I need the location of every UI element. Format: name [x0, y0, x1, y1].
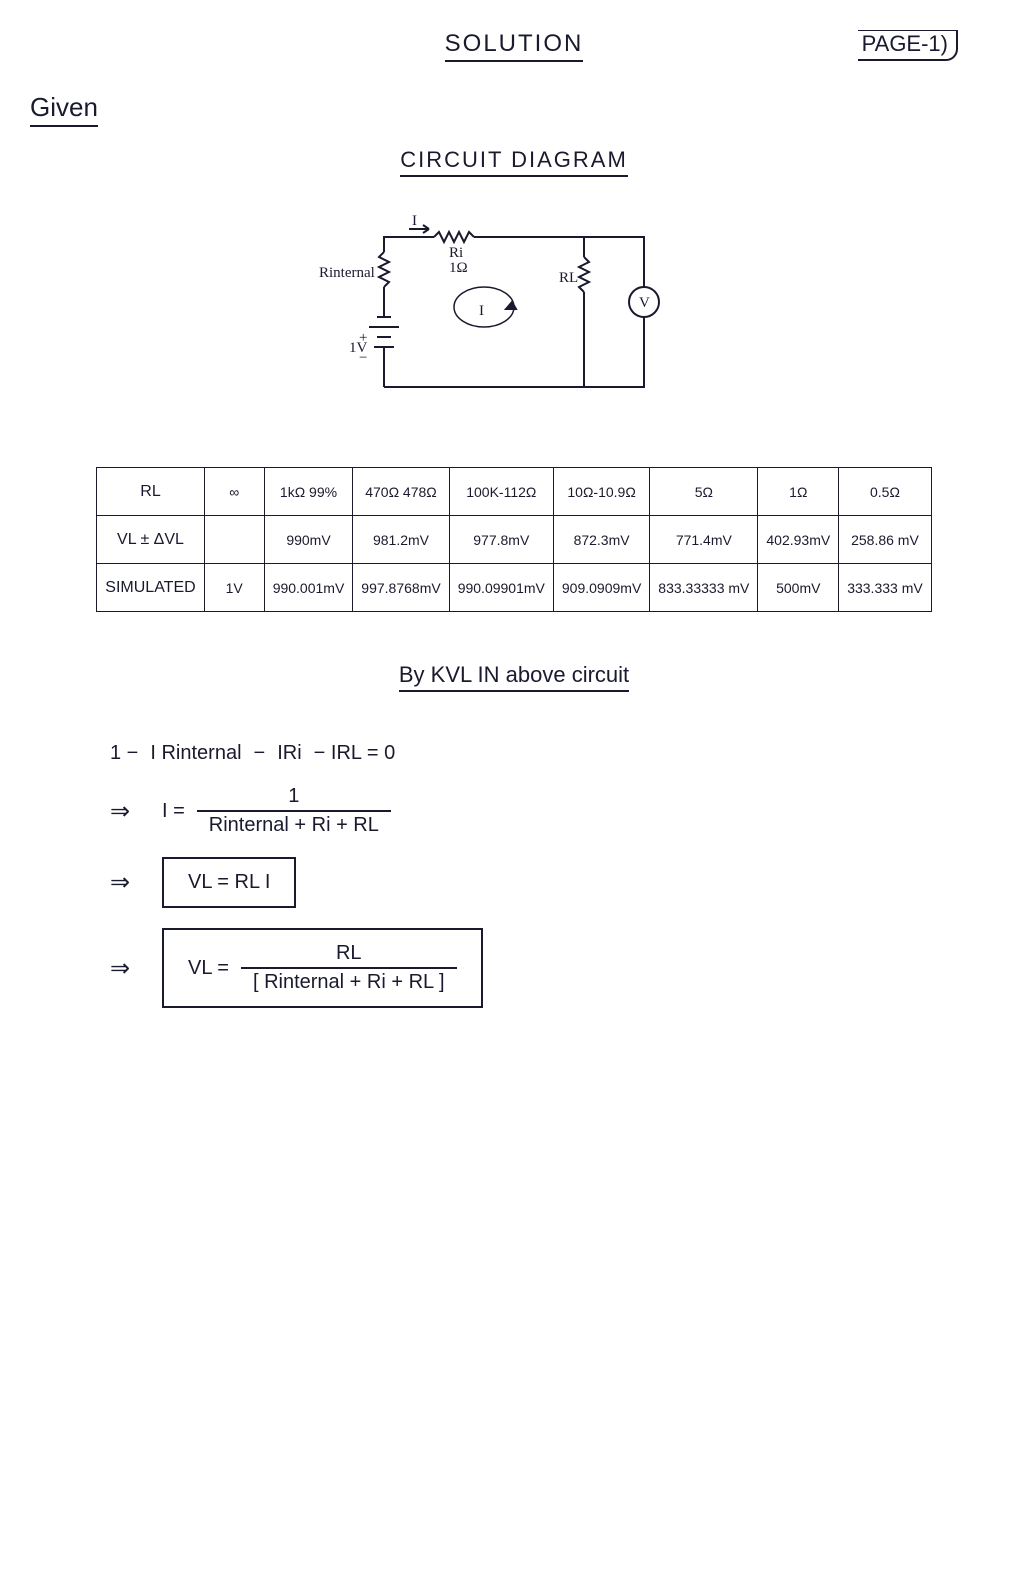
- cell: 402.93mV: [758, 516, 839, 564]
- table-row: RL ∞ 1kΩ 99% 470Ω 478Ω 100K-112Ω 10Ω-10.…: [97, 468, 931, 516]
- cell: 0.5Ω: [839, 468, 932, 516]
- data-table: RL ∞ 1kΩ 99% 470Ω 478Ω 100K-112Ω 10Ω-10.…: [96, 467, 931, 612]
- cell: 470Ω 478Ω: [353, 468, 449, 516]
- ri-value: 1Ω: [449, 260, 468, 276]
- cell: ∞: [204, 468, 264, 516]
- cell: 990mV: [264, 516, 353, 564]
- iloop-label: I: [479, 303, 484, 319]
- row1-label: RL: [97, 468, 204, 516]
- eq1-t1: I Rinternal: [150, 742, 241, 765]
- cell: 977.8mV: [449, 516, 553, 564]
- eq3-box: VL = RL I: [162, 857, 296, 908]
- cell: 5Ω: [650, 468, 758, 516]
- arrow-icon: ⇒: [110, 797, 150, 826]
- rinternal-label: Rinternal: [319, 265, 375, 281]
- kvl-heading: By KVL IN above circuit: [399, 662, 629, 692]
- cell: 909.0909mV: [553, 564, 649, 612]
- cell: 1V: [204, 564, 264, 612]
- ri-label: Ri: [449, 245, 463, 261]
- cell: 990.001mV: [264, 564, 353, 612]
- i-label: I: [412, 213, 417, 229]
- cell: 500mV: [758, 564, 839, 612]
- cell: 997.8768mV: [353, 564, 449, 612]
- eq4-box: VL = RL [ Rinternal + Ri + RL ]: [162, 928, 483, 1008]
- eq1-t2: IRi: [277, 742, 301, 765]
- cell: 258.86 mV: [839, 516, 932, 564]
- equation-3: ⇒ VL = RL I: [110, 857, 998, 908]
- cell: 1Ω: [758, 468, 839, 516]
- eq1-lhs: 1 −: [110, 742, 138, 765]
- cell: 1kΩ 99%: [264, 468, 353, 516]
- circuit-diagram: Rinternal I Ri 1Ω RL V + − 1V I: [304, 207, 724, 427]
- row3-label: SIMULATED: [97, 564, 204, 612]
- cell: 833.33333 mV: [650, 564, 758, 612]
- eq4-lhs: VL =: [188, 957, 229, 980]
- arrow-icon: ⇒: [110, 868, 150, 897]
- eq2-den: Rinternal + Ri + RL: [197, 810, 391, 837]
- circuit-heading: CIRCUIT DIAGRAM: [400, 147, 628, 177]
- page-number: PAGE-1): [858, 30, 958, 61]
- rl-label: RL: [559, 270, 578, 286]
- vsource-label: 1V: [349, 340, 368, 356]
- cell: 981.2mV: [353, 516, 449, 564]
- table-row: SIMULATED 1V 990.001mV 997.8768mV 990.09…: [97, 564, 931, 612]
- cell: 990.09901mV: [449, 564, 553, 612]
- cell: 333.333 mV: [839, 564, 932, 612]
- equation-2: ⇒ I = 1 Rinternal + Ri + RL: [110, 785, 998, 837]
- equation-4: ⇒ VL = RL [ Rinternal + Ri + RL ]: [110, 928, 998, 1008]
- arrow-icon: ⇒: [110, 954, 150, 983]
- eq1-minus: −: [254, 742, 266, 765]
- voltmeter-label: V: [639, 295, 650, 311]
- table-row: VL ± ΔVL 990mV 981.2mV 977.8mV 872.3mV 7…: [97, 516, 931, 564]
- cell: 771.4mV: [650, 516, 758, 564]
- row2-label: VL ± ΔVL: [97, 516, 204, 564]
- cell: 872.3mV: [553, 516, 649, 564]
- eq4-den: [ Rinternal + Ri + RL ]: [241, 967, 457, 994]
- given-label: Given: [30, 92, 98, 127]
- cell: 10Ω-10.9Ω: [553, 468, 649, 516]
- page-title: SOLUTION: [445, 30, 584, 62]
- eq2-num: 1: [276, 785, 311, 810]
- eq2-lhs: I =: [162, 800, 185, 823]
- equation-1: 1 − I Rinternal − IRi − IRL = 0: [110, 742, 998, 765]
- cell: 100K-112Ω: [449, 468, 553, 516]
- eq4-num: RL: [324, 942, 374, 967]
- cell: [204, 516, 264, 564]
- eq1-t3: − IRL = 0: [314, 742, 396, 765]
